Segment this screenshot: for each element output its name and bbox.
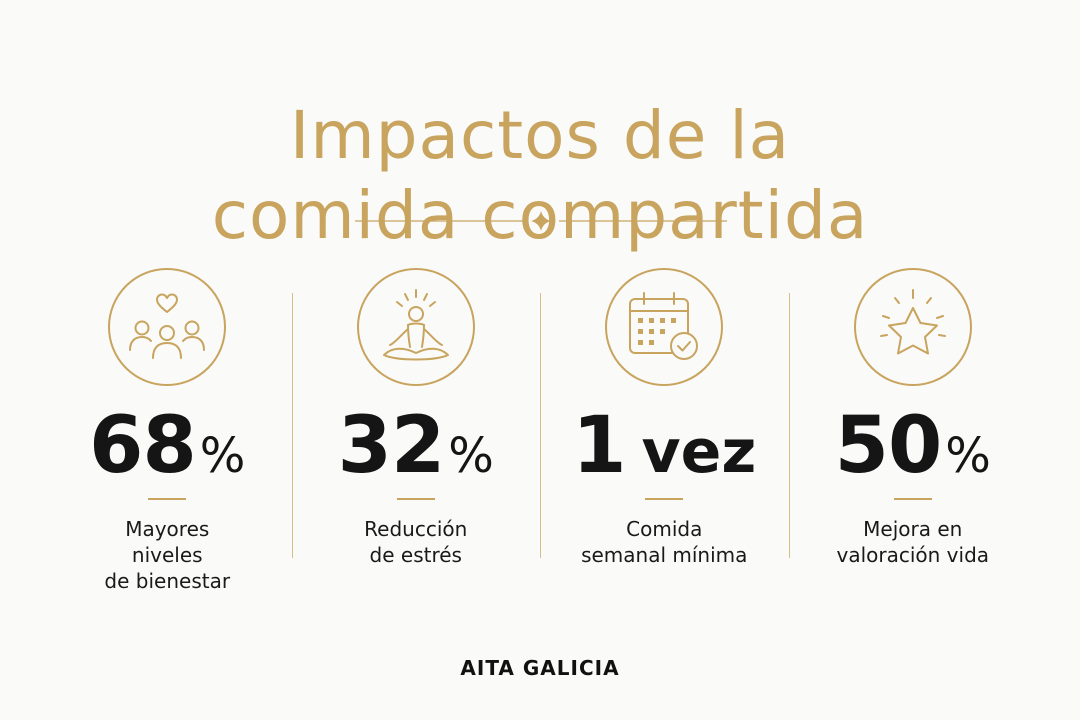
stat-number: 50 xyxy=(834,401,943,491)
stat-rule xyxy=(148,498,187,500)
stats-row: 68% Mayores niveles de bienestar xyxy=(43,265,1037,605)
stat-number: 32 xyxy=(337,401,446,491)
stat-value: 68% xyxy=(43,406,292,486)
stat-icon-circle xyxy=(605,268,724,386)
stat-label-line: Mejora en xyxy=(863,517,963,541)
brand-logo: AITA GALICIA xyxy=(460,656,620,680)
stat-rule xyxy=(645,498,684,500)
stat-weekly-meal: 1 vez Comida semanal mínima xyxy=(540,265,789,605)
meditation-icon xyxy=(382,289,449,361)
stat-label-line: Reducción xyxy=(364,517,468,541)
stat-unit: % xyxy=(199,428,246,484)
title-divider xyxy=(355,211,727,231)
column-divider xyxy=(540,293,541,558)
stat-rule xyxy=(893,498,932,500)
stat-label-line: niveles xyxy=(131,543,203,567)
stat-life-rating: 50% Mejora en valoración vida xyxy=(788,265,1038,605)
stat-label: Reducción de estrés xyxy=(292,516,541,568)
people-heart-icon xyxy=(129,293,206,359)
stat-icon-circle xyxy=(108,268,227,386)
column-divider xyxy=(788,293,790,558)
stat-value: 50% xyxy=(789,406,1038,486)
sparkle-icon xyxy=(531,211,551,231)
stat-label-line: valoración vida xyxy=(836,543,990,567)
stat-label: Comida semanal mínima xyxy=(540,516,789,568)
stat-number: 1 xyxy=(572,401,626,491)
stat-unit: % xyxy=(945,428,991,484)
stat-unit: % xyxy=(448,428,494,484)
stat-icon-circle xyxy=(853,268,972,386)
page-title: Impactos de la comida compartida xyxy=(0,96,1080,256)
stat-label-line: semanal mínima xyxy=(581,543,748,567)
title-line-1: Impactos de la xyxy=(289,97,791,175)
stat-label-line: Mayores xyxy=(125,517,210,541)
stat-wellbeing: 68% Mayores niveles de bienestar xyxy=(43,265,292,605)
stat-stress: 32% Reducción de estrés xyxy=(291,265,541,605)
stat-label-line: de estrés xyxy=(369,543,462,567)
stat-icon-circle xyxy=(356,268,475,386)
column-divider xyxy=(291,293,293,558)
stat-value: 1 vez xyxy=(540,406,789,487)
stat-value: 32% xyxy=(292,406,541,486)
stat-rule xyxy=(396,498,435,500)
stat-unit: vez xyxy=(641,417,757,487)
stat-label-line: de bienestar xyxy=(104,569,231,593)
stat-label: Mayores niveles de bienestar xyxy=(43,516,292,594)
star-icon xyxy=(879,289,946,355)
stat-label: Mejora en valoración vida xyxy=(789,516,1038,568)
stat-number: 68 xyxy=(89,401,197,491)
stat-label-line: Comida xyxy=(626,517,703,541)
calendar-check-icon xyxy=(629,292,699,360)
